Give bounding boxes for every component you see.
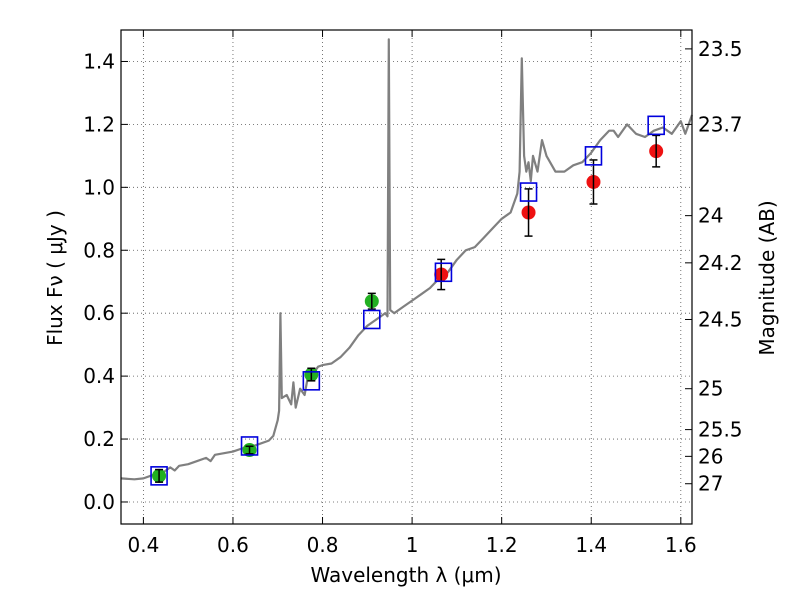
model-box: [647, 115, 665, 136]
x-tick-label: 1.4: [575, 533, 607, 557]
right-tick-label: 24.2: [698, 251, 743, 275]
y-tick-label: 1.4: [83, 49, 115, 73]
right-tick-label: 23.5: [698, 37, 743, 61]
x-tick-label: 1: [406, 533, 419, 557]
right-tick-label: 27: [698, 472, 723, 496]
right-tick-label: 26: [698, 444, 723, 468]
y-tick-label: 0.8: [83, 238, 115, 262]
axis-ticks: [121, 30, 692, 524]
plot-frame: [120, 29, 693, 525]
model-box: [150, 466, 168, 486]
right-axis-label: Magnitude (AB): [755, 200, 779, 355]
plot-series: [120, 38, 694, 486]
right-tick-label: 23.7: [698, 112, 743, 136]
model-box: [519, 182, 538, 202]
y-tick-label: 1.2: [83, 112, 115, 136]
x-tick-label: 1.6: [665, 533, 697, 557]
grid: [121, 30, 692, 524]
y-tick-label: 0.4: [83, 364, 115, 388]
y-tick-label: 0.2: [83, 427, 115, 451]
y-tick-label: 0.0: [83, 490, 115, 514]
right-tick-label: 25.5: [698, 418, 743, 442]
x-tick-label: 0.8: [307, 533, 339, 557]
y-tick-label: 0.6: [83, 301, 115, 325]
right-tick-label: 24.5: [698, 307, 743, 331]
x-tick-label: 0.4: [127, 533, 159, 557]
model-box: [434, 262, 453, 283]
x-axis-label: Wavelength λ (μm): [310, 563, 501, 587]
y-axis-label: Flux Fν ( μJy ): [43, 210, 67, 346]
spectrum-line: [120, 38, 694, 481]
model-box: [584, 146, 603, 166]
model-box: [240, 436, 259, 456]
y-tick-label: 1.0: [83, 175, 115, 199]
right-tick-label: 25: [698, 377, 723, 401]
right-tick-label: 24: [698, 204, 723, 228]
tick-labels: 0.4 0.6 0.8 1 1.2 1.4 1.6 0.0 0.2 0.4 0.6 0.8 1.0 1.2…: [83, 37, 742, 557]
model-box: [302, 371, 321, 391]
model-box: [362, 309, 381, 330]
x-tick-label: 0.6: [217, 533, 249, 557]
x-tick-label: 1.2: [486, 533, 518, 557]
